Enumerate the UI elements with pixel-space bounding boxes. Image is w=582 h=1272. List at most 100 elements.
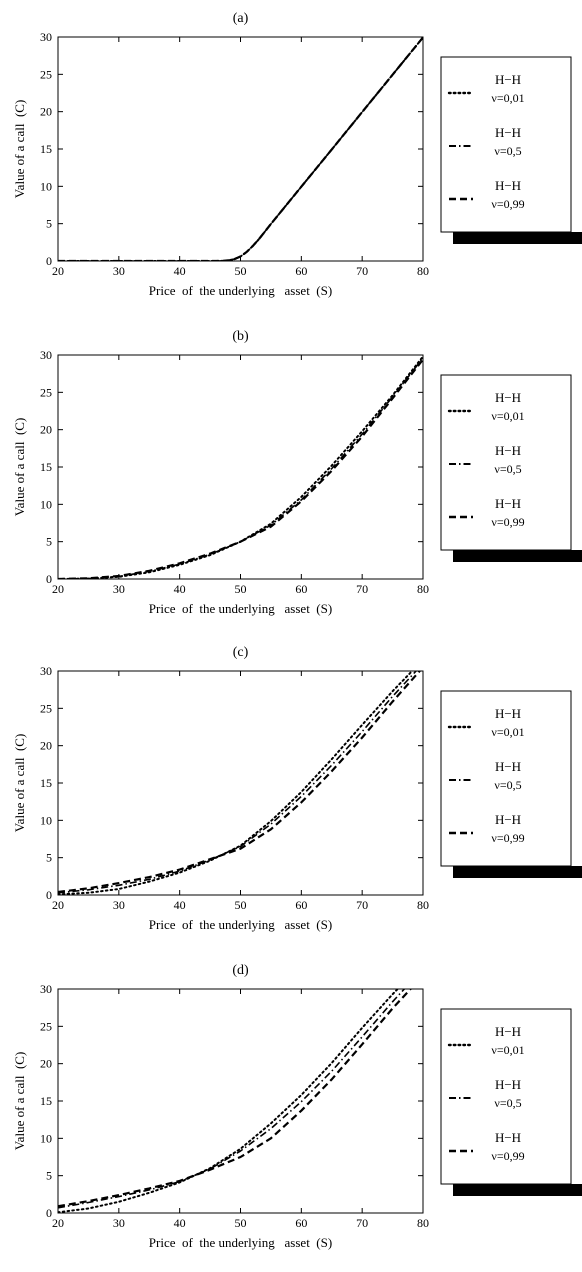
legend-box xyxy=(440,56,572,233)
y-tick-label: 30 xyxy=(40,30,52,44)
x-tick-label: 30 xyxy=(113,898,125,912)
legend-param: ν=0,01 xyxy=(491,725,524,739)
x-tick-label: 60 xyxy=(295,264,307,278)
y-axis-label: Value of a call (C) xyxy=(12,418,27,517)
x-tick-label: 70 xyxy=(356,1216,368,1230)
y-tick-label: 0 xyxy=(46,888,52,902)
x-tick-label: 30 xyxy=(113,1216,125,1230)
y-tick-label: 30 xyxy=(40,348,52,362)
legend: H−H ν=0,01 H−H ν=0,5 H−H ν=0,99 xyxy=(440,690,582,878)
series-line-dashed xyxy=(58,671,422,894)
series-line-dashdot xyxy=(58,671,418,894)
plot-frame xyxy=(57,670,424,896)
series-line-dashed xyxy=(58,358,423,579)
chart-panel-1: (a) 20 30 40 50 60 70 80 0 5 10 15 20 25 30 Price of th… xyxy=(12,11,582,298)
y-tick-label: 0 xyxy=(46,254,52,268)
legend-box xyxy=(440,374,572,551)
legend-model: H−H xyxy=(495,1077,521,1092)
panel-title: (b) xyxy=(232,329,249,344)
y-tick-label: 10 xyxy=(40,813,52,827)
x-tick-label: 70 xyxy=(356,264,368,278)
y-tick-label: 20 xyxy=(40,105,52,119)
chart-panel-4: (d) 20 30 40 50 60 70 80 0 5 10 15 20 25 30 Price of th… xyxy=(12,963,582,1250)
x-tick-label: 50 xyxy=(235,1216,247,1230)
series-group xyxy=(58,355,423,579)
plot-frame xyxy=(57,354,424,580)
panel-title: (c) xyxy=(233,645,249,660)
panel-title: (a) xyxy=(233,11,249,26)
x-tick-label: 60 xyxy=(295,898,307,912)
x-tick-label: 20 xyxy=(52,264,64,278)
legend-shadow xyxy=(453,1184,582,1196)
legend-param: ν=0,5 xyxy=(494,462,521,476)
x-axis-label: Price of the underlying asset (S) xyxy=(149,601,332,616)
series-group xyxy=(58,989,413,1213)
x-tick-label: 50 xyxy=(235,582,247,596)
x-tick-label: 50 xyxy=(235,264,247,278)
y-tick-label: 15 xyxy=(40,460,52,474)
legend-param: ν=0,99 xyxy=(491,1149,524,1163)
x-tick-label: 60 xyxy=(295,1216,307,1230)
y-tick-label: 15 xyxy=(40,142,52,156)
legend-model: H−H xyxy=(495,706,521,721)
legend-model: H−H xyxy=(495,759,521,774)
y-tick-label: 15 xyxy=(40,1094,52,1108)
x-tick-label: 80 xyxy=(417,264,429,278)
legend-param: ν=0,99 xyxy=(491,831,524,845)
legend-param: ν=0,5 xyxy=(494,144,521,158)
legend-shadow xyxy=(453,550,582,562)
series-line-dotted xyxy=(58,671,414,895)
chart-panel-2: (b) 20 30 40 50 60 70 80 0 5 10 15 20 25 30 Price of th… xyxy=(12,329,582,616)
y-tick-label: 20 xyxy=(40,1057,52,1071)
x-axis-label: Price of the underlying asset (S) xyxy=(149,917,332,932)
panel-title: (d) xyxy=(232,963,249,978)
y-tick-label: 10 xyxy=(40,497,52,511)
series-group xyxy=(58,671,422,895)
legend-model: H−H xyxy=(495,178,521,193)
series-line-dashed xyxy=(58,989,413,1208)
x-tick-label: 20 xyxy=(52,898,64,912)
y-tick-label: 30 xyxy=(40,664,52,678)
y-tick-label: 10 xyxy=(40,179,52,193)
y-tick-label: 20 xyxy=(40,423,52,437)
x-tick-label: 80 xyxy=(417,898,429,912)
legend-param: ν=0,01 xyxy=(491,1043,524,1057)
legend-param: ν=0,5 xyxy=(494,1096,521,1110)
legend-model: H−H xyxy=(495,72,521,87)
y-tick-label: 0 xyxy=(46,572,52,586)
plot-frame xyxy=(57,36,424,262)
legend-shadow xyxy=(453,866,582,878)
legend: H−H ν=0,01 H−H ν=0,5 H−H ν=0,99 xyxy=(440,1008,582,1196)
y-axis-label: Value of a call (C) xyxy=(12,734,27,833)
y-tick-label: 30 xyxy=(40,982,52,996)
y-tick-label: 25 xyxy=(40,385,52,399)
y-tick-label: 20 xyxy=(40,739,52,753)
x-tick-label: 20 xyxy=(52,1216,64,1230)
x-tick-label: 30 xyxy=(113,264,125,278)
y-axis-label: Value of a call (C) xyxy=(12,1052,27,1151)
series-line-dotted xyxy=(58,37,423,261)
y-tick-label: 5 xyxy=(46,1169,52,1183)
x-tick-label: 40 xyxy=(174,1216,186,1230)
legend-model: H−H xyxy=(495,443,521,458)
y-tick-label: 25 xyxy=(40,1019,52,1033)
legend-model: H−H xyxy=(495,390,521,405)
legend-param: ν=0,01 xyxy=(491,409,524,423)
x-tick-label: 70 xyxy=(356,898,368,912)
legend-param: ν=0,99 xyxy=(491,197,524,211)
series-line-dashed xyxy=(58,37,423,261)
legend-box xyxy=(440,690,572,867)
x-tick-label: 70 xyxy=(356,582,368,596)
legend-model: H−H xyxy=(495,496,521,511)
y-axis-label: Value of a call (C) xyxy=(12,100,27,199)
legend-param: ν=0,99 xyxy=(491,515,524,529)
x-tick-label: 40 xyxy=(174,264,186,278)
x-tick-label: 60 xyxy=(295,582,307,596)
y-tick-label: 0 xyxy=(46,1206,52,1220)
legend-param: ν=0,5 xyxy=(494,778,521,792)
legend-model: H−H xyxy=(495,1130,521,1145)
x-tick-label: 20 xyxy=(52,582,64,596)
y-tick-label: 5 xyxy=(46,535,52,549)
x-tick-label: 80 xyxy=(417,1216,429,1230)
